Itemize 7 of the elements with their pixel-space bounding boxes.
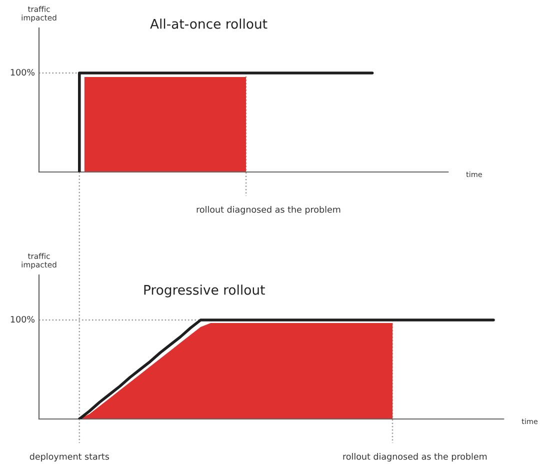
ref-line-label: 100% (10, 68, 35, 76)
text: rollout diagnosed as the problem (343, 453, 487, 462)
chart-title: Progressive rollout (144, 284, 265, 298)
chart-title: All-at-once rollout (150, 18, 268, 29)
text: rollout diagnosed as the problem (196, 206, 340, 214)
text: deployment starts (30, 453, 110, 462)
ref-line-label: 100% (10, 316, 35, 323)
